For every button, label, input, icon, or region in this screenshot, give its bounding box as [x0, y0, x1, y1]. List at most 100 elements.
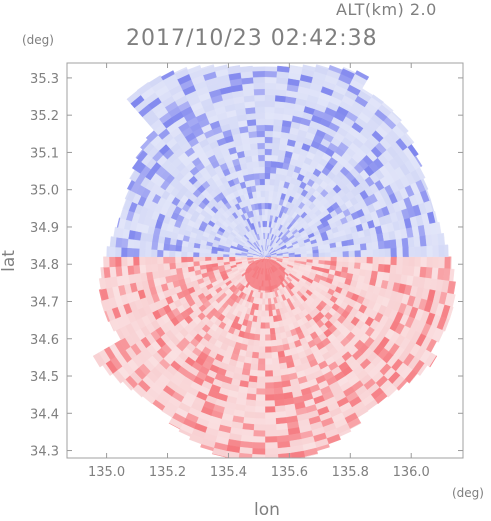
field-cell: [211, 453, 226, 458]
field-cell: [216, 256, 224, 261]
field-cell: [253, 424, 266, 432]
field-cell: [248, 375, 258, 383]
field-cell: [378, 256, 386, 265]
field-cell: [264, 328, 271, 336]
field-cell: [272, 381, 283, 389]
field-cell: [264, 376, 274, 384]
field-cell: [387, 388, 398, 398]
field-cell: [145, 240, 153, 250]
field-cell: [420, 178, 429, 191]
y-axis: 34.3 34.4 34.5 34.6 34.7 34.8 34.9 35.0 35.1 35.2…: [30, 72, 463, 460]
field-cell: [264, 130, 274, 138]
field-cell: [254, 100, 266, 108]
field-cell: [257, 142, 266, 150]
field-cell: [264, 346, 272, 354]
field-cell: [384, 248, 392, 257]
field-cell: [253, 88, 266, 96]
field-cell: [432, 256, 440, 269]
field-cell: [261, 208, 266, 216]
field-cell: [391, 111, 402, 122]
field-cell: [262, 214, 266, 222]
field-cell: [192, 251, 200, 257]
field-cell: [238, 452, 253, 458]
field-cell: [189, 433, 204, 445]
field-cell: [401, 237, 409, 248]
field-cell: [200, 64, 215, 70]
field-cell: [168, 256, 176, 264]
field-cell: [180, 256, 188, 263]
field-cell: [251, 154, 259, 162]
x-tick-label: 136.0: [393, 465, 430, 480]
field-cell: [271, 142, 281, 150]
field-cell: [425, 189, 432, 202]
field-cell: [168, 250, 176, 257]
field-cell: [255, 112, 266, 120]
field-cell: [404, 132, 415, 144]
field-cell: [270, 166, 277, 174]
field-cell: [415, 167, 426, 181]
field-cell: [133, 264, 141, 275]
field-cell: [282, 254, 290, 257]
field-cell: [258, 340, 266, 348]
field-cell: [359, 262, 368, 271]
field-cell: [252, 160, 260, 168]
field-cell: [260, 196, 266, 204]
field-cell: [255, 394, 266, 402]
field-cell: [264, 340, 272, 348]
field-cell: [260, 316, 266, 324]
field-cell: [254, 400, 266, 408]
field-cell: [109, 266, 117, 278]
field-cell: [262, 226, 266, 234]
field-cell: [273, 112, 285, 121]
field-cell: [276, 255, 284, 257]
field-cell: [348, 250, 356, 257]
field-cell: [318, 256, 326, 261]
field-cell: [264, 100, 276, 108]
field-cell: [273, 387, 284, 395]
field-cell: [127, 265, 135, 276]
field-cell: [408, 256, 416, 267]
field-cell: [336, 251, 344, 257]
field-cell: [254, 94, 266, 102]
field-cell: [324, 247, 332, 254]
field-cell: [103, 256, 110, 268]
field-cell: [253, 418, 266, 426]
field-cell: [312, 249, 320, 254]
field-cell: [245, 399, 256, 407]
field-cell: [264, 424, 277, 432]
field-cell: [249, 179, 256, 187]
y-tick-label: 34.5: [30, 370, 59, 385]
field-cell: [264, 136, 274, 144]
field-cell: [204, 252, 212, 257]
y-tick-label: 34.7: [30, 295, 59, 310]
field-cell: [253, 82, 266, 90]
field-cell: [252, 436, 266, 444]
chart-title: 2017/10/23 02:42:38: [126, 26, 378, 51]
field-cell: [274, 100, 286, 109]
field-cell: [264, 442, 278, 450]
field-cell: [396, 247, 404, 257]
field-cell: [169, 268, 177, 276]
field-cell: [444, 244, 449, 257]
field-cell: [438, 244, 446, 257]
field-cell: [251, 460, 265, 466]
field-cell: [258, 346, 266, 354]
field-cell: [248, 173, 256, 181]
field-cell: [342, 261, 350, 268]
field-cell: [254, 412, 266, 420]
field-cell: [251, 454, 266, 458]
field-cell: [168, 262, 177, 270]
field-cell: [187, 64, 202, 75]
field-cell: [258, 160, 266, 168]
field-cell: [438, 256, 446, 269]
field-cell: [126, 256, 134, 267]
field-cell: [264, 304, 269, 312]
y-tick-label: 35.2: [30, 109, 59, 124]
field-cell: [257, 148, 266, 156]
field-cell: [246, 118, 257, 127]
field-cell: [259, 178, 266, 186]
field-cell: [336, 246, 344, 253]
field-cell: [180, 251, 188, 257]
field-cell: [365, 263, 374, 272]
field-cell: [121, 237, 129, 248]
